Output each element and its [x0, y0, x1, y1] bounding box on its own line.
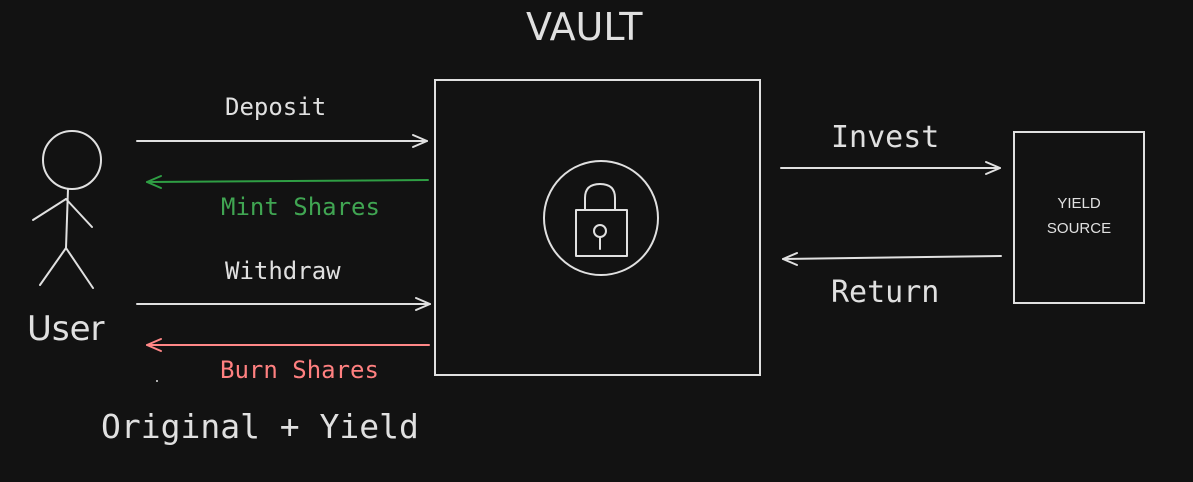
yield-source-label-line1: YIELD — [1057, 195, 1101, 212]
vault-box — [434, 79, 761, 376]
user-label: User — [27, 309, 105, 349]
invest-arrow — [780, 161, 1001, 175]
user-left-arm — [32, 198, 67, 221]
mint-shares-label: Mint Shares — [221, 193, 380, 221]
deposit-arrow — [136, 134, 428, 148]
mint-shares-arrow — [146, 175, 429, 189]
footer-label: Original + Yield — [101, 407, 419, 446]
yield-source-label-line2: SOURCE — [1046, 220, 1112, 237]
user-right-arm — [65, 198, 93, 228]
withdraw-label: Withdraw — [225, 257, 341, 285]
withdraw-arrow — [136, 297, 431, 311]
user-right-leg — [65, 247, 94, 289]
return-label: Return — [831, 275, 940, 310]
return-arrow — [782, 252, 1002, 266]
burn-shares-arrow — [146, 338, 430, 352]
invest-label: Invest — [831, 120, 940, 155]
vault-title: VAULT — [526, 5, 643, 49]
stick-figure-icon — [32, 130, 102, 289]
user-left-leg — [39, 247, 67, 286]
stray-dot — [156, 380, 158, 382]
deposit-label: Deposit — [225, 93, 327, 121]
yield-source-box — [1013, 131, 1145, 304]
padlock-icon — [543, 160, 659, 276]
user-head — [42, 130, 102, 190]
burn-shares-label: Burn Shares — [220, 356, 379, 384]
user-body — [65, 188, 69, 249]
